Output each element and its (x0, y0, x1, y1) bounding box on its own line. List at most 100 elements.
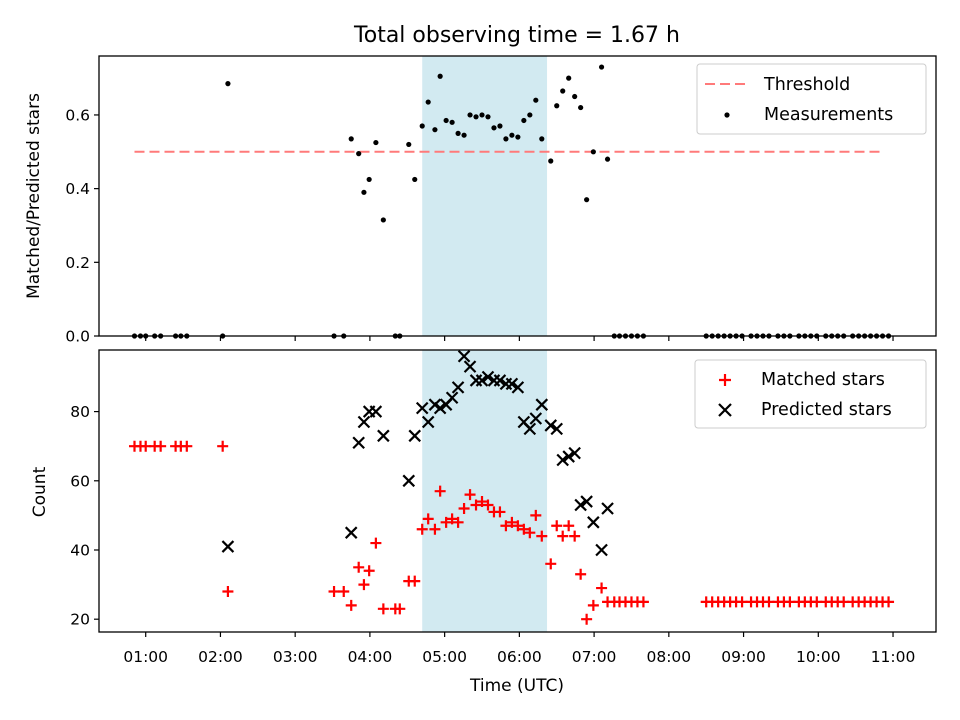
matched-star-point (181, 440, 193, 452)
matched-star-point (440, 516, 452, 528)
predicted-star-point (445, 391, 459, 405)
predicted-star-point (344, 526, 358, 539)
measurement-point (437, 73, 443, 79)
bottom-x-tick-label: 04:00 (348, 648, 393, 666)
matched-star-point (883, 596, 895, 608)
predicted-star-point (463, 360, 477, 373)
top-y-ticks: 0.0 0.2 0.4 0.6 (65, 106, 99, 346)
matched-stars-points (128, 440, 895, 625)
top-panel: 0.0 0.2 0.4 0.6 Matched/Predicted stars Thr… (24, 55, 937, 346)
matched-star-point (575, 568, 587, 580)
bottom-x-tick-label: 06:00 (497, 648, 542, 666)
measurement-point (467, 112, 473, 118)
top-shaded-span (422, 56, 548, 336)
predicted-star-point (587, 516, 600, 529)
measurement-point (560, 88, 566, 94)
bottom-y-tick-label: 80 (70, 403, 90, 421)
measurement-point (572, 93, 578, 100)
matched-star-point (476, 496, 488, 508)
matched-star-point (353, 561, 365, 573)
measurement-point (533, 97, 539, 103)
predicted-star-point (556, 453, 569, 467)
matched-star-point (551, 520, 563, 532)
matched-star-point (581, 613, 593, 625)
measurement-point (455, 130, 461, 136)
measurement-point (584, 197, 590, 203)
measurement-point (554, 103, 560, 109)
measurement-point (509, 132, 515, 138)
matched-star-point (409, 575, 421, 587)
matched-legend-handle (719, 374, 731, 386)
matched-star-point (569, 530, 581, 542)
measurement-point (406, 141, 412, 148)
predicted-star-point (369, 405, 383, 418)
measurement-point (598, 64, 605, 70)
measurement-point (548, 158, 554, 164)
bottom-y-tick-label: 60 (70, 472, 90, 490)
matched-star-point (416, 523, 428, 535)
predicted-star-point (475, 374, 489, 387)
measurement-point (412, 176, 418, 183)
matched-star-point (596, 582, 608, 594)
matched-star-point (557, 530, 569, 542)
top-observing-window (422, 56, 548, 336)
matched-star-point (518, 523, 530, 535)
predicted-star-point (481, 370, 495, 384)
matched-star-point (587, 599, 599, 611)
matched-star-point (545, 558, 557, 570)
bottom-legend: Matched stars Predicted stars (694, 359, 927, 429)
matched-star-point (563, 520, 575, 532)
matched-star-point (377, 603, 389, 615)
bottom-x-tick-label: 05:00 (422, 648, 467, 666)
matched-star-point (222, 586, 234, 598)
predicted-star-point (523, 422, 537, 436)
chart-title: Total observing time = 1.67 h (353, 23, 680, 48)
top-y-tick-label: 0.6 (65, 106, 90, 124)
threshold-legend-label: Threshold (763, 75, 850, 95)
bottom-x-ticks: 01:00 02:00 03:00 04:00 05:00 06:00 07:00 08:00… (123, 632, 915, 666)
bottom-axes-frame (98, 349, 937, 633)
measurement-point (527, 112, 533, 118)
matched-star-point (482, 499, 494, 511)
bottom-y-ticks: 20 40 60 80 (70, 403, 99, 629)
predicted-star-point (433, 401, 447, 415)
bottom-y-axis-label: Count (30, 466, 50, 517)
predicted-star-point (580, 495, 593, 508)
measurement-point (566, 75, 572, 81)
measurement-point (380, 217, 386, 223)
top-legend-box (696, 63, 927, 135)
matched-star-point (512, 520, 524, 532)
predicted-star-point (535, 398, 549, 411)
measurement-point (366, 176, 372, 183)
top-axes-frame (98, 55, 937, 337)
predicted-legend-handle (718, 403, 732, 417)
bottom-x-tick-label: 07:00 (572, 648, 617, 666)
predicted-star-point (529, 412, 543, 425)
measurement-point (604, 156, 611, 162)
predicted-star-point (357, 415, 371, 429)
predicted-star-point (377, 429, 390, 443)
matched-star-point (422, 513, 434, 525)
predicted-star-point (493, 374, 507, 387)
predicted-star-point (574, 498, 587, 512)
predicted-legend-label: Predicted stars (761, 400, 892, 420)
measurement-point (425, 99, 431, 105)
predicted-star-point (415, 401, 429, 415)
measurement-point (432, 127, 438, 133)
measurement-point (361, 189, 367, 195)
top-y-axis-label: Matched/Predicted stars (24, 93, 44, 299)
matched-star-point (637, 596, 649, 608)
top-y-tick-label: 0.4 (65, 180, 90, 198)
predicted-star-point (352, 436, 365, 450)
matched-star-point (434, 485, 446, 497)
predicted-star-point (421, 415, 435, 429)
predicted-star-point (544, 419, 558, 432)
matched-star-point (217, 440, 229, 452)
predicted-star-point (601, 502, 614, 515)
bottom-x-tick-label: 09:00 (721, 648, 766, 666)
predicted-star-point (505, 377, 519, 391)
measurement-point (473, 114, 479, 120)
matched-star-point (452, 516, 464, 528)
bottom-x-tick-label: 11:00 (871, 648, 916, 666)
